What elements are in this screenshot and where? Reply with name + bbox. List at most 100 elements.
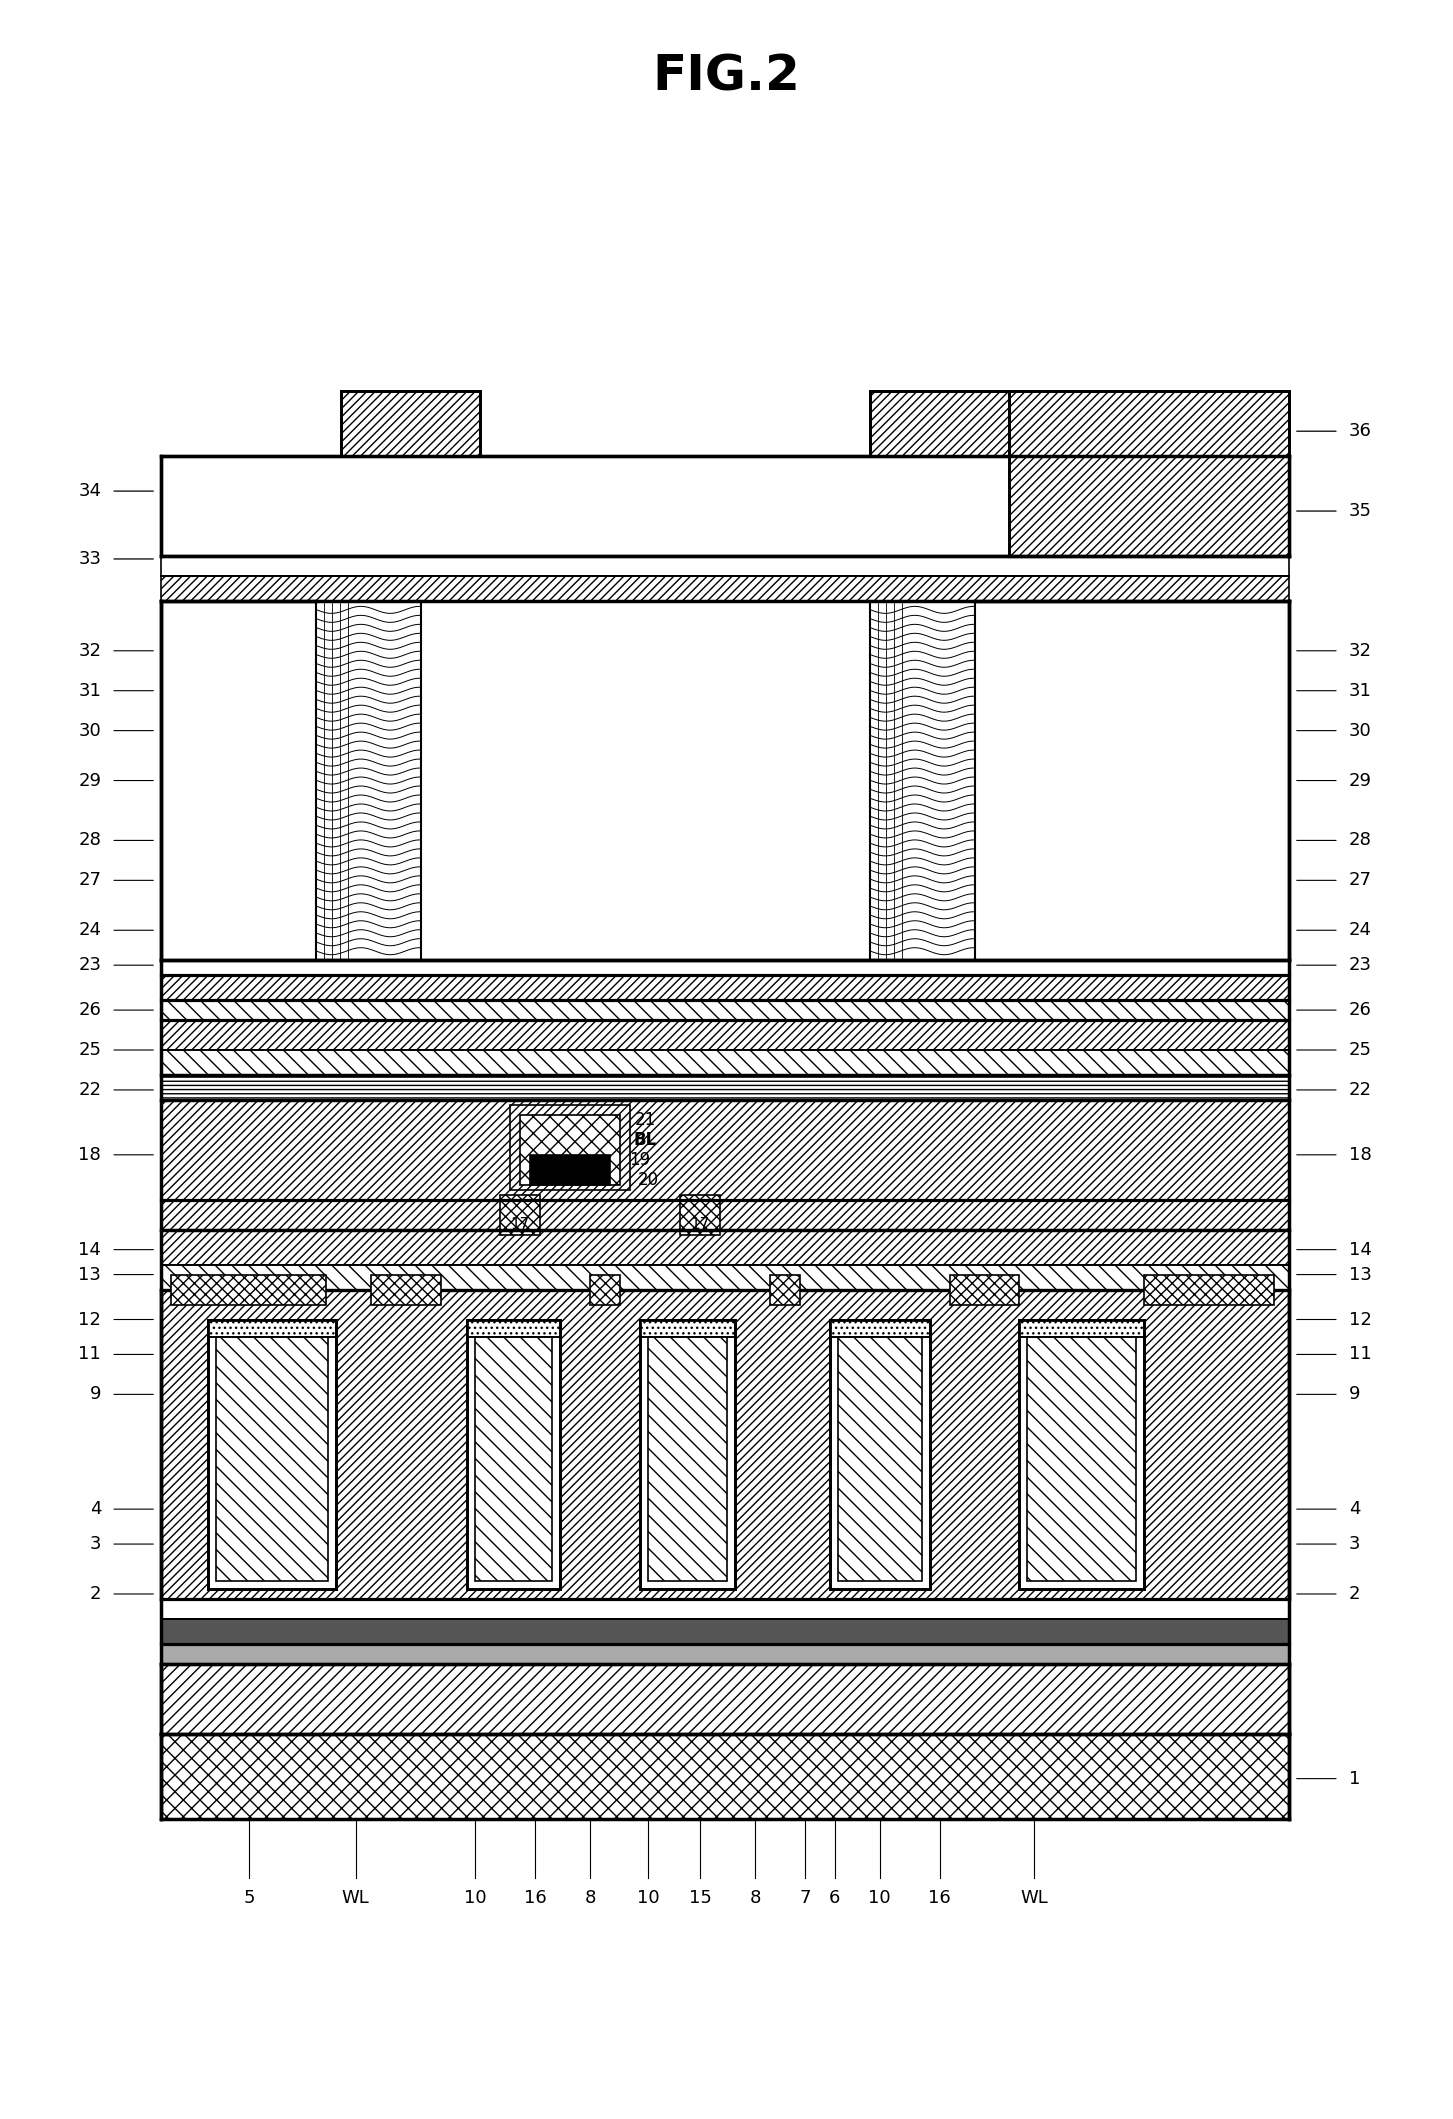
Bar [870,392,1010,456]
Bar [161,1199,1289,1229]
Text: FIG.2: FIG.2 [652,53,801,102]
Text: 10: 10 [869,1890,891,1907]
Bar [1020,1320,1144,1337]
Text: 15: 15 [689,1890,712,1907]
Bar [208,1320,336,1337]
Bar [468,1320,561,1337]
Bar [950,1276,1020,1305]
Text: 26: 26 [1348,1000,1372,1019]
Text: 9: 9 [90,1386,102,1403]
Text: 23: 23 [1348,956,1372,975]
Text: 33: 33 [78,551,102,568]
Bar [161,1663,1289,1733]
Text: 18: 18 [78,1146,102,1163]
Bar [830,1320,930,1337]
Bar [830,1320,930,1589]
Text: 14: 14 [1348,1240,1372,1259]
Bar [161,576,1289,602]
Text: 4: 4 [90,1500,102,1517]
Bar [1144,1276,1274,1305]
Text: 24: 24 [1348,922,1372,939]
Text: 25: 25 [78,1040,102,1060]
Bar [648,1337,726,1581]
Text: 19: 19 [629,1151,651,1170]
Bar [510,1104,631,1189]
Bar [420,602,870,960]
Text: 27: 27 [78,871,102,890]
Bar [590,1276,620,1305]
Text: 4: 4 [1348,1500,1360,1517]
Text: 7: 7 [799,1890,811,1907]
Text: 2: 2 [90,1585,102,1602]
Text: 8: 8 [584,1890,596,1907]
Text: 30: 30 [1348,723,1372,740]
Bar [1027,1337,1136,1581]
Bar [208,1320,336,1589]
Text: 31: 31 [1348,682,1372,699]
Text: 29: 29 [78,771,102,790]
Bar [161,1265,1289,1290]
Text: 32: 32 [1348,642,1372,659]
Text: 30: 30 [78,723,102,740]
Text: WL: WL [341,1890,369,1907]
Text: 12: 12 [1348,1310,1372,1329]
Text: 20: 20 [638,1172,658,1189]
Bar [161,1074,1289,1100]
Text: 28: 28 [1348,831,1372,850]
Bar [371,1276,440,1305]
Bar [838,1337,921,1581]
Bar [975,602,1289,960]
Text: 31: 31 [78,682,102,699]
Text: 10: 10 [464,1890,487,1907]
Text: 11: 11 [1348,1346,1372,1363]
Text: 34: 34 [78,483,102,500]
Bar [530,1155,610,1185]
Text: 10: 10 [636,1890,660,1907]
Text: 36: 36 [1348,422,1372,441]
Text: 3: 3 [1348,1534,1360,1553]
Bar [468,1320,561,1589]
Bar [161,456,1289,555]
Bar [500,1195,541,1235]
Text: 2: 2 [1348,1585,1360,1602]
Bar [680,1195,721,1235]
Text: 29: 29 [1348,771,1372,790]
Bar [161,1290,1289,1600]
Text: 17: 17 [690,1216,709,1231]
Bar [770,1276,799,1305]
Bar [1010,392,1289,555]
Bar [475,1337,552,1581]
Text: 23: 23 [78,956,102,975]
Bar [161,1100,1289,1199]
Bar [161,1600,1289,1619]
Bar [161,975,1289,1000]
Bar [161,1019,1289,1051]
Text: 13: 13 [78,1265,102,1284]
Text: 18: 18 [1348,1146,1372,1163]
Text: 22: 22 [1348,1081,1372,1100]
Text: 24: 24 [78,922,102,939]
Bar [161,1619,1289,1644]
Text: 17: 17 [511,1216,530,1231]
Text: 35: 35 [1348,502,1372,519]
Bar [161,1000,1289,1019]
Text: 1: 1 [1348,1769,1360,1788]
Text: 22: 22 [78,1081,102,1100]
Bar [341,392,481,456]
Bar [161,960,1289,975]
Text: 32: 32 [78,642,102,659]
Text: 9: 9 [1348,1386,1360,1403]
Bar [641,1320,735,1589]
Text: 21: 21 [635,1110,655,1129]
Text: 8: 8 [750,1890,760,1907]
Text: BL: BL [634,1132,657,1148]
Text: 5: 5 [243,1890,254,1907]
Bar [520,1115,620,1185]
Text: 25: 25 [1348,1040,1372,1060]
Text: 11: 11 [78,1346,102,1363]
Bar [216,1337,328,1581]
Text: 13: 13 [1348,1265,1372,1284]
Bar [161,1051,1289,1074]
Text: WL: WL [1020,1890,1048,1907]
Bar [161,1229,1289,1265]
